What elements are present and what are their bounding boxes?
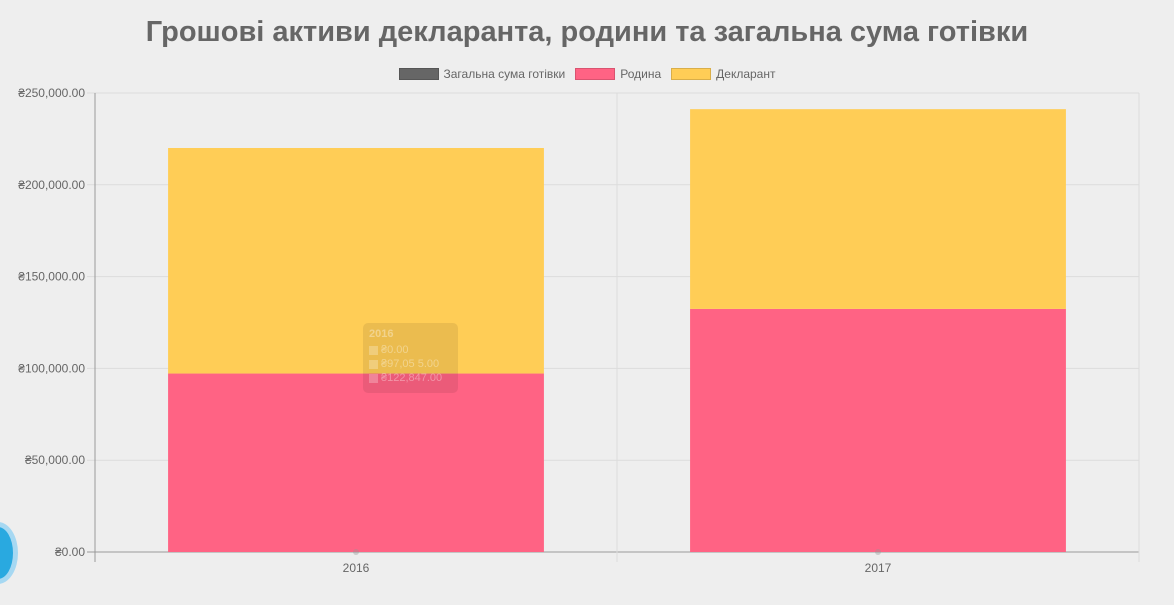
legend-swatch <box>575 68 616 80</box>
bar-2[interactable] <box>168 147 544 374</box>
legend-swatch <box>671 68 712 80</box>
y-tick-label: ₴150,000.00 <box>18 270 85 284</box>
bar-1[interactable] <box>168 373 544 552</box>
tooltip-swatch <box>369 345 378 355</box>
legend-label: Родина <box>620 67 662 81</box>
tooltip: 2016 ₴0.00 ₴97,05 5.00 ₴122,847.00 <box>363 323 458 393</box>
line-point[interactable] <box>353 549 359 555</box>
legend-label: Загальна сума готівки <box>443 67 566 81</box>
bar-2[interactable] <box>690 109 1066 309</box>
y-tick-label: ₴200,000.00 <box>18 178 85 192</box>
legend: Загальна сума готівки Родина Декларант <box>0 67 1174 81</box>
y-tick-label: ₴0.00 <box>55 545 85 559</box>
tooltip-value: ₴122,847.00 <box>381 372 443 384</box>
tooltip-line: ₴97,05 5.00 <box>369 357 452 371</box>
chart-title: Грошові активи декларанта, родини та заг… <box>145 16 1029 48</box>
legend-item[interactable]: Декларант <box>671 67 775 81</box>
legend-swatch <box>398 68 439 80</box>
legend-label: Декларант <box>716 67 776 81</box>
y-tick-label: ₴50,000.00 <box>25 453 85 467</box>
tooltip-title: 2016 <box>369 328 394 340</box>
x-tick-label: 2017 <box>865 561 892 575</box>
legend-item[interactable]: Родина <box>575 67 661 81</box>
legend-item[interactable]: Загальна сума готівки <box>398 67 566 81</box>
tooltip-line: ₴0.00 <box>369 343 452 357</box>
tooltip-value: ₴0.00 <box>381 344 409 356</box>
bar-1[interactable] <box>690 308 1066 552</box>
line-point[interactable] <box>875 549 881 555</box>
tooltip-swatch <box>369 359 378 369</box>
tooltip-value: ₴97,05 5.00 <box>381 358 440 370</box>
y-tick-label: ₴250,000.00 <box>18 86 85 100</box>
x-tick-label: 2016 <box>343 561 370 575</box>
tooltip-swatch <box>369 373 378 383</box>
y-tick-label: ₴100,000.00 <box>18 361 85 375</box>
tooltip-line: ₴122,847.00 <box>369 371 452 385</box>
